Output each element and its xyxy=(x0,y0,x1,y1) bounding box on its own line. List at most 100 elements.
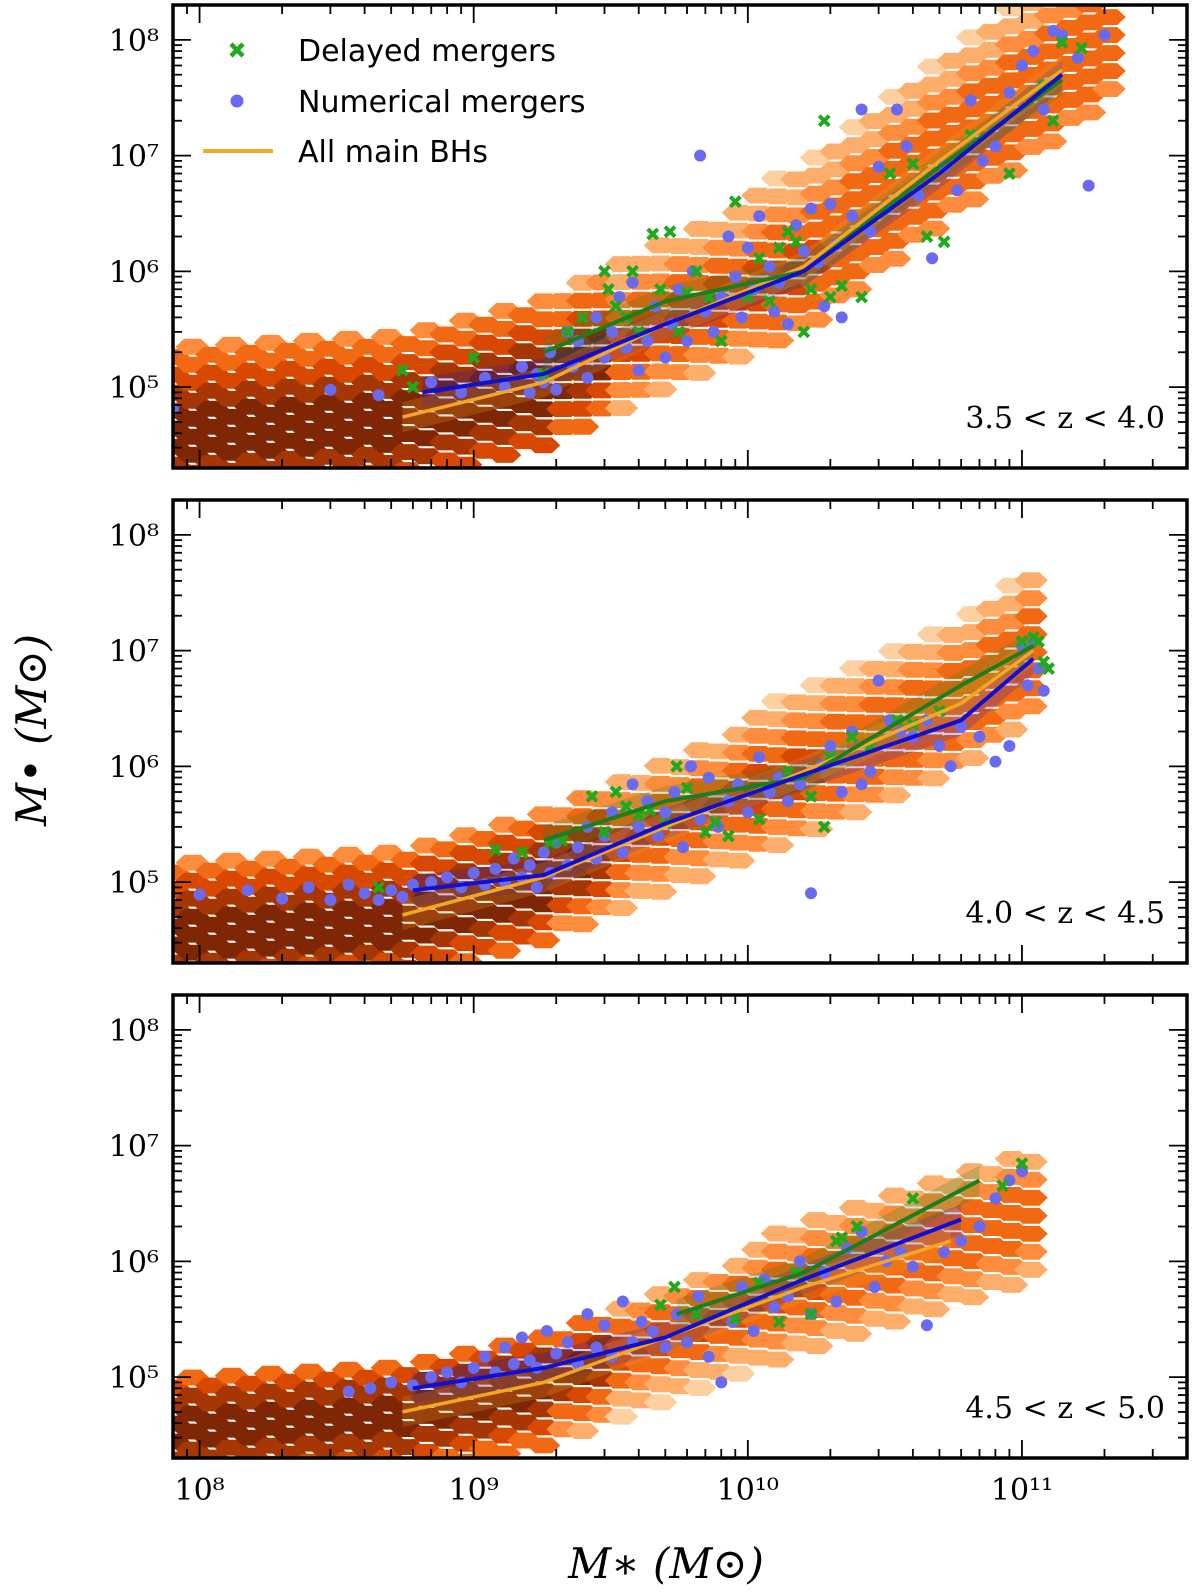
y-tick-label: 10⁸ xyxy=(109,24,159,59)
numerical-merger-point xyxy=(561,1336,574,1349)
numerical-merger-point xyxy=(864,225,877,238)
hexbin-cell xyxy=(156,973,190,989)
numerical-merger-point xyxy=(385,1376,398,1389)
hexbin-cell xyxy=(760,837,795,854)
hexbin-cell xyxy=(293,477,327,493)
hexbin-cell xyxy=(234,471,268,487)
delayed-merger-point xyxy=(515,846,529,859)
delayed-merger-point xyxy=(728,195,742,209)
x-tick-label: 10⁹ xyxy=(449,1473,499,1508)
numerical-merger-point xyxy=(455,386,468,399)
panel-z-4.0-4.5: 10⁵ 10⁶ 10⁷ 10⁸ 4.0 < z < 4.5 xyxy=(109,498,1189,993)
hexbin-cell xyxy=(682,868,717,885)
numerical-merger-point xyxy=(324,894,337,906)
delayed-merger-point xyxy=(920,230,934,243)
hexbin-cell xyxy=(176,483,210,499)
numerical-merger-point xyxy=(951,184,964,197)
numerical-merger-point xyxy=(646,1325,659,1337)
delayed-merger-point xyxy=(804,789,818,803)
delayed-merger-point xyxy=(906,1191,920,1205)
hexbin-cell xyxy=(682,365,717,381)
y-tick-label: 10⁷ xyxy=(109,1130,159,1165)
hexbin-cell xyxy=(487,447,522,463)
numerical-merger-point xyxy=(964,94,977,107)
numerical-merger-point xyxy=(677,841,689,854)
hexbin-cell xyxy=(682,1380,717,1396)
delayed-merger-point xyxy=(1002,167,1016,180)
numerical-merger-point xyxy=(692,1290,705,1303)
redshift-label: 4.5 < z < 5.0 xyxy=(965,1391,1165,1426)
panel-frame xyxy=(171,3,1189,470)
delayed-merger-point xyxy=(752,812,766,826)
delayed-merger-point xyxy=(598,264,611,278)
numerical-merger-point xyxy=(571,841,584,854)
numerical-merger-point xyxy=(659,1341,672,1354)
numerical-merger-point xyxy=(872,674,885,687)
numerical-merger-point xyxy=(989,1192,1002,1205)
numerical-merger-point xyxy=(530,881,543,894)
delayed-merger-point xyxy=(561,325,574,339)
numerical-merger-point xyxy=(989,755,1002,768)
hexbin-cell xyxy=(526,1437,561,1454)
numerical-merger-point xyxy=(537,846,550,859)
hexbin-cell xyxy=(312,1480,346,1496)
numerical-merger-point xyxy=(441,1366,454,1379)
hexbin-cell xyxy=(359,962,377,963)
all-main-bhs-median-band xyxy=(402,54,1062,433)
legend-x-marker xyxy=(229,42,245,58)
numerical-merger-point xyxy=(920,1319,933,1332)
numerical-merger-point xyxy=(613,291,626,303)
hexbin-cell xyxy=(955,191,990,208)
numerical-merger-point xyxy=(590,1341,603,1354)
panel-z-3.5-4.0: 10⁵ 10⁶ 10⁷ 10⁸ 3.5 < z < 4.0 xyxy=(109,3,1189,499)
y-tick-label: 10⁵ xyxy=(109,866,159,901)
delayed-merger-point xyxy=(835,279,849,293)
delayed-merger-point xyxy=(845,730,859,744)
numerical-merger-point xyxy=(1071,51,1084,64)
hexbin-cell xyxy=(604,1408,639,1425)
hexbin-cell xyxy=(410,964,444,980)
hexbin-cell xyxy=(234,1466,268,1482)
hexbin-cell xyxy=(643,381,678,398)
numerical-merger-point xyxy=(681,335,693,347)
hexbin-cell xyxy=(760,332,795,349)
hexbin-cell xyxy=(254,977,288,993)
x-tick-label: 10¹¹ xyxy=(991,1473,1053,1508)
hexbin-cell xyxy=(799,1338,834,1354)
numerical-merger-point xyxy=(626,778,639,791)
numerical-median-band xyxy=(412,1204,962,1404)
numerical-merger-point xyxy=(794,778,806,791)
delayed-merger-point xyxy=(663,225,677,239)
numerical-median-line xyxy=(412,1217,962,1391)
hexbin-cell xyxy=(429,1448,463,1458)
legend-label: Numerical mergers xyxy=(298,85,586,120)
numerical-merger-point xyxy=(973,730,986,743)
numerical-merger-point xyxy=(1027,45,1040,58)
numerical-merger-point xyxy=(659,806,672,819)
numerical-merger-point xyxy=(324,383,337,396)
numerical-merger-point xyxy=(835,786,848,798)
delayed-merger-point xyxy=(690,264,703,278)
numerical-merger-point xyxy=(794,1255,806,1268)
y-tick-label: 10⁶ xyxy=(109,1245,159,1280)
numerical-merger-point xyxy=(694,149,707,162)
numerical-merger-point xyxy=(729,270,742,283)
numerical-merger-point xyxy=(906,1260,919,1273)
numerical-merger-point xyxy=(406,878,419,891)
numerical-merger-point xyxy=(938,1246,951,1259)
hexbin-cell xyxy=(273,1464,307,1480)
x-axis-label: M∗ (M⊙) xyxy=(567,1539,764,1588)
numerical-merger-point xyxy=(1003,86,1016,99)
delayed-merger-point xyxy=(708,815,722,829)
numerical-merger-point xyxy=(933,740,946,752)
numerical-merger-point xyxy=(523,386,536,399)
legend: Delayed mergers Numerical mergers All ma… xyxy=(203,34,586,170)
hexbin-cell xyxy=(721,852,756,869)
hexbin-cell xyxy=(215,481,249,497)
delayed-merger-point xyxy=(609,299,623,313)
hexbin-cell xyxy=(1092,9,1126,25)
hexbin-cell xyxy=(173,954,190,963)
delayed-merger-point xyxy=(619,800,633,813)
hexbin-cell xyxy=(1033,133,1068,150)
hexbin-cell xyxy=(565,916,600,933)
